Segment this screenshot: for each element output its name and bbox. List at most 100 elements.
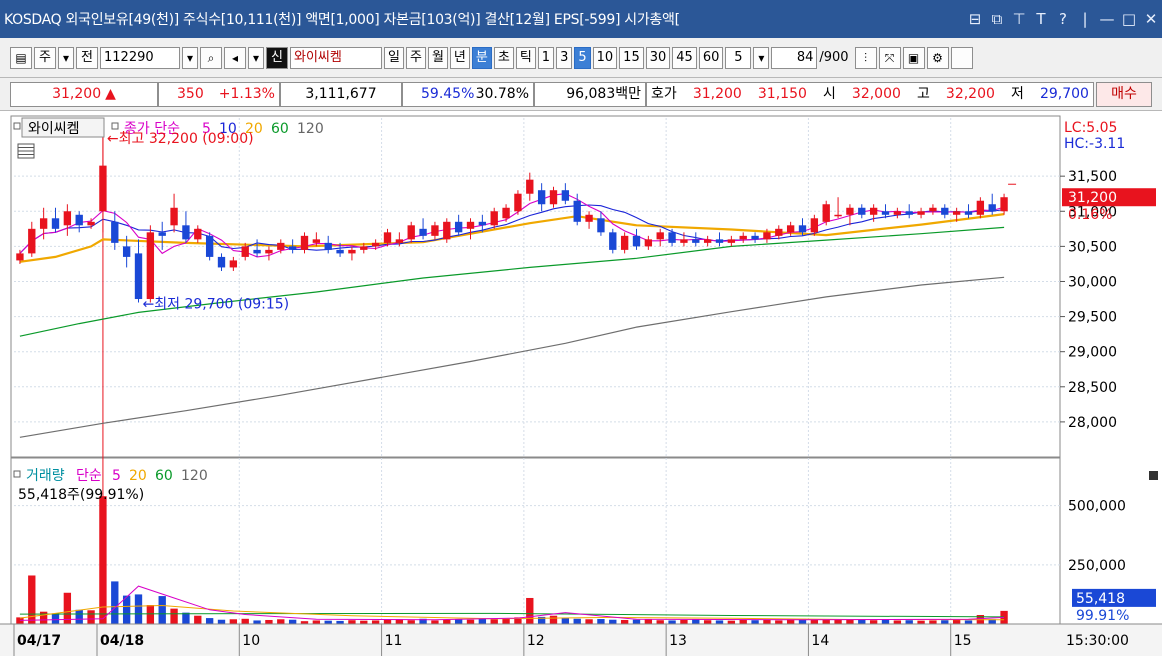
interval-input[interactable]: 5 — [725, 46, 752, 69]
period-week[interactable]: 주 — [405, 46, 426, 69]
save-icon[interactable]: ▣ — [902, 46, 925, 69]
volume-bar — [75, 609, 83, 624]
minute-15[interactable]: 15 — [619, 46, 644, 69]
gear-icon[interactable]: ⚙ — [926, 46, 949, 69]
minute-3[interactable]: 3 — [556, 46, 573, 69]
candle-body — [929, 207, 937, 212]
minute-60[interactable]: 60 — [698, 46, 724, 69]
period-minute[interactable]: 분 — [471, 46, 492, 69]
code-dropdown-icon[interactable]: ▾ — [182, 46, 198, 69]
candle-body — [822, 204, 830, 222]
candle-body — [194, 228, 202, 240]
trade-amount: 96,083백만 — [566, 85, 641, 102]
price-box: 31,200 ▲ — [10, 81, 158, 107]
chevron-down-icon[interactable]: ▾ — [58, 46, 74, 69]
volume-legend-item: 60 — [155, 468, 173, 484]
restore-icon[interactable]: ⊟ — [968, 10, 982, 28]
chart-area[interactable]: 31,500 31,000 30,500 30,000 29,500 29,000 28,5… — [0, 112, 1162, 656]
volume-bar — [28, 575, 36, 624]
grid-lines: 31,500 31,000 30,500 30,000 29,500 29,000 28,5… — [10, 115, 1126, 640]
high-label: 고 — [916, 85, 930, 102]
price-axis-label: 28,000 — [1068, 415, 1117, 431]
minute-30[interactable]: 30 — [645, 46, 671, 69]
stock-name[interactable]: 와이씨켐 — [290, 46, 382, 69]
pin-icon[interactable]: ⊤ — [1012, 10, 1026, 28]
indicator-icon[interactable]: ⤧ — [878, 46, 901, 69]
minute-45[interactable]: 45 — [672, 46, 697, 69]
change-box: 350 +1.13% — [158, 81, 280, 107]
price-axis-label: 28,500 — [1068, 380, 1117, 396]
candle-body — [336, 249, 344, 254]
maximize-icon[interactable]: □ — [1121, 10, 1137, 28]
candle-body — [51, 218, 60, 229]
search-icon[interactable]: ⌕ — [200, 46, 222, 69]
x-axis-label: 04/17 — [17, 633, 61, 649]
chart-overlay: 와이씨켐 종가 단순 5 10 20 60 120 ←최고 32,200 (09:00) ←최저… — [13, 117, 1158, 624]
next-stock-icon[interactable]: ▾ — [248, 46, 264, 69]
chart-svg[interactable]: 31,500 31,000 30,500 30,000 29,500 29,000 28,5… — [0, 112, 1162, 656]
checkbox[interactable] — [950, 46, 973, 69]
period-second[interactable]: 초 — [493, 46, 514, 69]
candle-body — [526, 179, 534, 194]
volume-bar — [454, 619, 463, 624]
candle-body — [739, 235, 747, 240]
period-month[interactable]: 월 — [427, 46, 448, 69]
volume-bar — [573, 618, 581, 624]
candle-body — [846, 207, 854, 215]
candle-body — [134, 253, 143, 300]
price-legend-item: 10 — [219, 121, 237, 137]
font-icon[interactable]: T — [1036, 10, 1046, 28]
candle-body — [680, 239, 688, 243]
candle-body — [905, 211, 913, 215]
volume-bar — [146, 605, 155, 624]
x-axis-label: 12 — [527, 633, 545, 649]
title-bar: KOSDAQ 외국인보유[49(천)] 주식수[10,111(천)] 액면[1,… — [0, 0, 1162, 38]
candle-body — [881, 211, 890, 215]
volume-bar — [609, 619, 617, 624]
volume-bar — [336, 620, 344, 624]
hc-label: HC:-3.11 — [1064, 136, 1125, 152]
lc-label: LC:5.05 — [1064, 120, 1117, 136]
x-axis: 04/17 04/18 10 11 12 13 14 15 15:30:00 — [0, 623, 1162, 656]
popout-icon[interactable]: ⧉ — [991, 10, 1003, 28]
volume-bar — [194, 615, 202, 624]
volume-bar — [597, 619, 605, 624]
panel-icon[interactable]: ▤ — [10, 46, 32, 69]
candle-body — [182, 225, 190, 240]
price-legend-item: 60 — [271, 121, 289, 137]
prev-button[interactable]: 전 — [76, 46, 98, 69]
code-input[interactable]: 112290 — [100, 46, 180, 69]
candle-body — [703, 239, 712, 243]
minimize-icon[interactable]: — — [1099, 10, 1115, 28]
volume-bar — [680, 619, 688, 624]
minute-5[interactable]: 5 — [574, 46, 591, 69]
ma120-line — [19, 276, 1005, 438]
current-price-tag-text: 31,200 — [1068, 190, 1117, 206]
candle-body — [300, 235, 309, 250]
period-year[interactable]: 년 — [449, 46, 470, 69]
help-icon[interactable]: ? — [1059, 10, 1067, 28]
volume-bar — [869, 620, 878, 624]
candle-body — [549, 190, 558, 205]
candle-body — [360, 246, 368, 250]
volume-bar — [514, 617, 522, 624]
period-tick[interactable]: 틱 — [515, 46, 536, 69]
candle-body — [514, 193, 522, 212]
stock-label-box — [21, 117, 105, 138]
minute-1[interactable]: 1 — [537, 46, 555, 69]
chart-type-icon[interactable]: ⫶ — [854, 46, 877, 69]
volume-bar — [182, 612, 190, 624]
prev-stock-icon[interactable]: ◂ — [224, 46, 246, 69]
buy-button[interactable]: 매수 — [1096, 81, 1152, 107]
period-day[interactable]: 일 — [384, 46, 404, 69]
minute-10[interactable]: 10 — [592, 46, 618, 69]
mode-select[interactable]: 주 — [34, 46, 56, 69]
volume-bar — [229, 619, 238, 624]
candle-body — [964, 211, 973, 215]
close-icon[interactable]: ✕ — [1144, 10, 1158, 28]
interval-dropdown-icon[interactable]: ▾ — [753, 46, 770, 69]
candle-body — [597, 218, 605, 233]
volume-bar — [549, 615, 558, 624]
count-input[interactable]: 84 — [771, 46, 818, 69]
candle-body — [16, 253, 24, 261]
